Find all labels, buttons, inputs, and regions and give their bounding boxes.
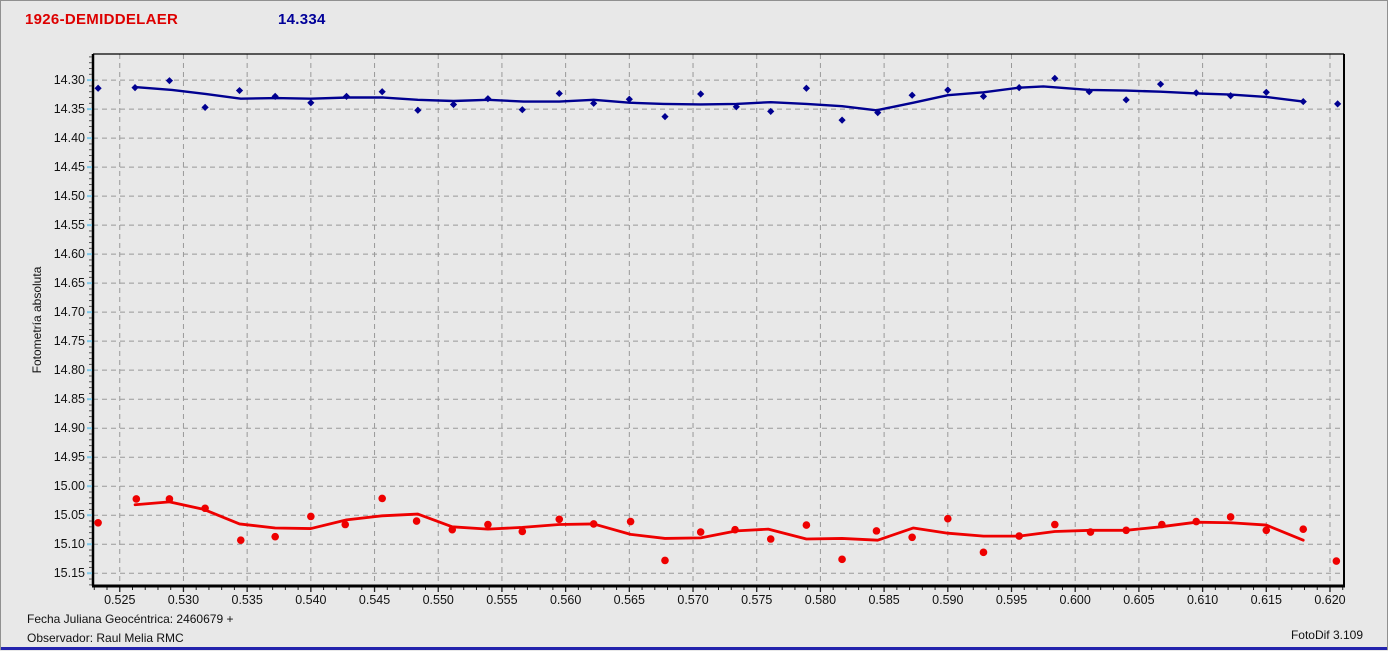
svg-text:0.590: 0.590: [932, 593, 963, 607]
y-axis-labels: 14.30 14.35 14.40 14.45 14.50 14.55 14.60 14.65…: [54, 73, 85, 580]
svg-text:0.580: 0.580: [805, 593, 836, 607]
svg-text:14.40: 14.40: [54, 131, 85, 145]
svg-text:14.55: 14.55: [54, 218, 85, 232]
window-bottom-border: [1, 647, 1387, 650]
svg-text:0.585: 0.585: [868, 593, 899, 607]
svg-text:14.65: 14.65: [54, 276, 85, 290]
svg-text:0.570: 0.570: [677, 593, 708, 607]
blue-trend: [133, 85, 1305, 112]
julian-date-label: Fecha Juliana Geocéntrica: 2460679 +: [27, 612, 234, 626]
svg-text:0.595: 0.595: [996, 593, 1027, 607]
svg-text:14.75: 14.75: [54, 334, 85, 348]
y-axis-ticks: [87, 56, 92, 586]
plot-frame: [91, 53, 1345, 588]
x-axis-labels: 0.525 0.530 0.535 0.540 0.545 0.550 0.555 0.560…: [104, 593, 1346, 607]
gridlines: [93, 54, 1344, 586]
observer-label: Observador: Raul Melia RMC: [27, 631, 184, 645]
object-title: 1926-DEMIDDELAER: [25, 11, 179, 28]
svg-text:0.615: 0.615: [1251, 593, 1282, 607]
photometry-value: 14.334: [278, 11, 326, 28]
svg-text:14.50: 14.50: [54, 189, 85, 203]
y-axis-title: Fotometría absoluta: [30, 266, 44, 373]
svg-text:0.535: 0.535: [232, 593, 263, 607]
svg-text:0.565: 0.565: [614, 593, 645, 607]
svg-text:14.35: 14.35: [54, 102, 85, 116]
svg-text:0.610: 0.610: [1187, 593, 1218, 607]
svg-text:14.70: 14.70: [54, 305, 85, 319]
svg-text:14.90: 14.90: [54, 421, 85, 435]
svg-text:0.530: 0.530: [168, 593, 199, 607]
svg-text:14.95: 14.95: [54, 450, 85, 464]
svg-text:15.15: 15.15: [54, 566, 85, 580]
svg-text:0.575: 0.575: [741, 593, 772, 607]
red-trend: [133, 500, 1305, 542]
svg-text:15.00: 15.00: [54, 479, 85, 493]
svg-text:14.30: 14.30: [54, 73, 85, 87]
svg-text:15.05: 15.05: [54, 508, 85, 522]
app-version-label: FotoDif 3.109: [1290, 628, 1363, 642]
svg-text:14.60: 14.60: [54, 247, 85, 261]
svg-text:0.550: 0.550: [423, 593, 454, 607]
svg-text:0.605: 0.605: [1123, 593, 1154, 607]
svg-text:0.600: 0.600: [1060, 593, 1091, 607]
svg-text:0.545: 0.545: [359, 593, 390, 607]
svg-text:0.560: 0.560: [550, 593, 581, 607]
svg-text:0.620: 0.620: [1314, 593, 1345, 607]
svg-text:0.555: 0.555: [486, 593, 517, 607]
svg-text:14.85: 14.85: [54, 392, 85, 406]
svg-text:0.525: 0.525: [104, 593, 135, 607]
svg-text:0.540: 0.540: [295, 593, 326, 607]
svg-text:14.80: 14.80: [54, 363, 85, 377]
svg-text:15.10: 15.10: [54, 537, 85, 551]
x-axis-ticks: [93, 587, 1344, 592]
red-scatter: [94, 494, 1341, 565]
svg-text:14.45: 14.45: [54, 160, 85, 174]
